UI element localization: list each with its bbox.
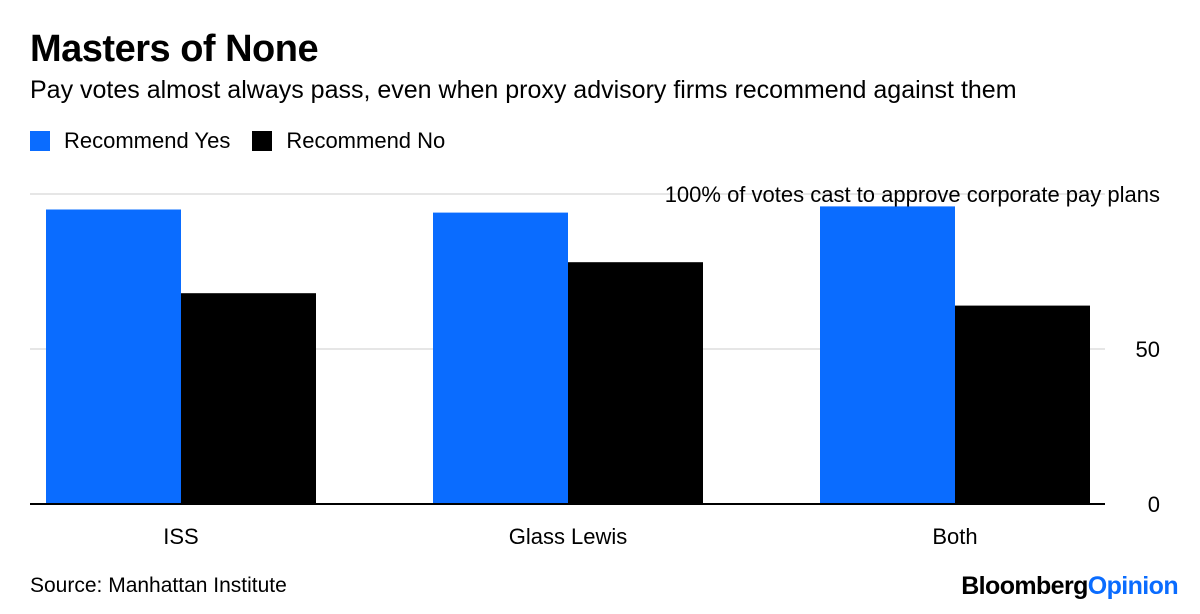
bar-iss-no [181,293,316,504]
source-note: Source: Manhattan Institute [30,574,287,597]
chart-title: Masters of None [30,28,319,70]
legend-item-yes: Recommend Yes [30,128,230,154]
brand-part2: Opinion [1087,572,1179,600]
bar-both-yes [820,206,955,504]
legend-swatch-yes [30,131,50,151]
brand-logo: BloombergOpinion [961,572,1178,601]
bar-both-no [955,305,1090,504]
y-tick-label: 100% of votes cast to approve corporate … [665,182,1160,207]
x-tick-label: Both [932,524,977,549]
legend-label-yes: Recommend Yes [64,128,231,153]
bar-glass-lewis-no [568,262,703,504]
bar-iss-yes [46,209,181,504]
legend-item-no: Recommend No [252,128,445,154]
x-tick-label: Glass Lewis [509,524,628,549]
y-tick-label: 0 [1148,492,1160,517]
legend: Recommend Yes Recommend No [30,128,467,154]
brand-part1: Bloomberg [961,572,1088,600]
bar-glass-lewis-yes [433,212,568,504]
legend-swatch-no [252,131,273,151]
chart-subtitle: Pay votes almost always pass, even when … [30,76,1017,104]
x-tick-label: ISS [163,524,198,549]
y-tick-label: 50 [1136,337,1160,362]
legend-label-no: Recommend No [286,128,446,153]
